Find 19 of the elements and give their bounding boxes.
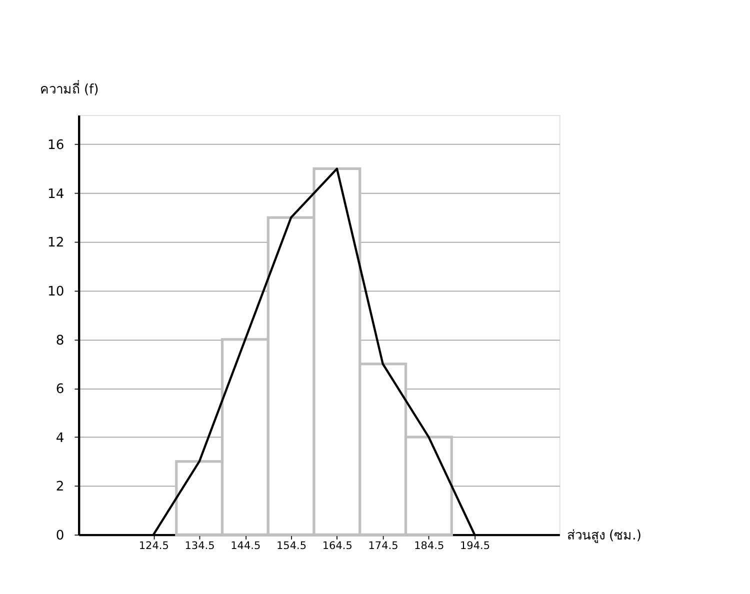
x-tick-label: 184.5 (414, 540, 444, 552)
x-tick-label: 134.5 (184, 540, 215, 552)
x-axis-title: ส่วนสูง (ซม.) (566, 528, 642, 544)
x-tick-label: 174.5 (368, 540, 398, 552)
y-tick-label: 10 (48, 284, 64, 300)
y-tick-label: 4 (56, 430, 64, 446)
y-tick-label: 12 (48, 236, 64, 251)
x-tick-label: 164.5 (322, 540, 352, 552)
y-tick-label: 8 (56, 333, 64, 348)
y-tick-label: 2 (56, 480, 64, 495)
y-tick-label: 0 (56, 528, 64, 544)
y-tick-label: 6 (56, 382, 64, 398)
x-tick-label: 144.5 (230, 540, 261, 552)
y-tick-label: 14 (48, 186, 64, 202)
x-tick-label: 154.5 (276, 540, 306, 552)
y-axis-title: ความถี่ (f) (40, 80, 99, 98)
y-tick-label: 16 (48, 138, 64, 154)
x-tick-label: 124.5 (138, 540, 169, 552)
x-tick-label: 194.5 (460, 540, 490, 552)
